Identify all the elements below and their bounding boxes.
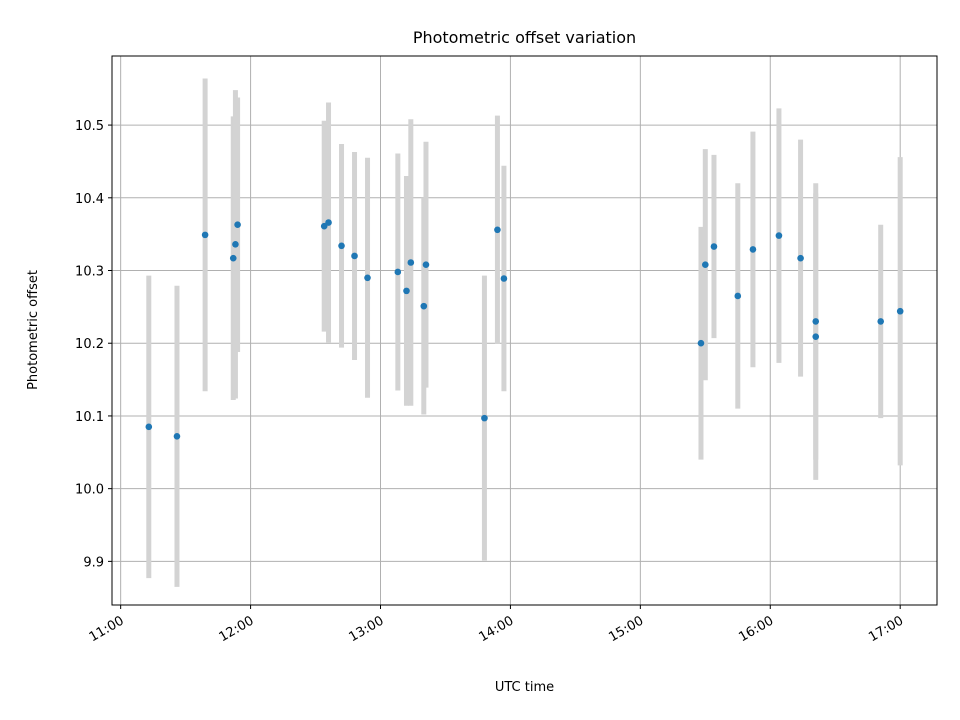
data-point: [812, 333, 820, 340]
data-point: [320, 222, 328, 230]
data-point: [351, 252, 358, 260]
data-point: [338, 242, 345, 250]
data-point: [797, 254, 804, 262]
chart-title: Photometric offset variation: [413, 28, 636, 47]
x-tick-label: 13:00: [347, 613, 387, 645]
data-point: [500, 275, 508, 282]
data-point: [420, 302, 428, 310]
x-tick-label: 17:00: [866, 613, 906, 645]
data-point: [325, 219, 332, 226]
y-tick-label: 9.9: [83, 555, 104, 570]
x-tick-label: 16:00: [736, 613, 776, 645]
y-tick-label: 10.3: [75, 265, 104, 280]
x-tick-label: 12:00: [217, 613, 257, 645]
data-point: [407, 259, 415, 266]
data-point: [234, 221, 241, 228]
x-axis-ticks: 11:00 12:00 13:00 14:00 15:00 16:00 17:00: [87, 605, 906, 645]
data-point: [173, 433, 181, 440]
y-axis-label: Photometric offset: [26, 270, 41, 390]
x-tick-label: 11:00: [87, 613, 127, 645]
data-point: [201, 231, 209, 239]
data-point: [877, 318, 885, 325]
data-point: [749, 246, 757, 253]
x-tick-label: 14:00: [476, 613, 516, 645]
data-point: [481, 414, 488, 422]
data-point: [494, 226, 501, 234]
data-point: [232, 241, 239, 248]
data-point: [710, 243, 718, 250]
data-point: [734, 292, 742, 300]
data-point: [896, 307, 904, 315]
y-tick-label: 10.1: [75, 410, 104, 425]
y-tick-label: 10.5: [75, 119, 104, 134]
y-tick-label: 10.0: [75, 483, 104, 498]
data-point: [394, 268, 402, 276]
data-point: [812, 318, 820, 325]
y-axis-ticks: 9.9 10.0 10.1 10.2 10.3 10.4 10.5: [75, 119, 112, 570]
data-point: [697, 339, 705, 347]
x-axis-label: UTC time: [495, 680, 554, 695]
data-point: [229, 254, 237, 262]
data-point: [145, 423, 153, 431]
plot-frame: [111, 55, 938, 606]
data-points: [145, 219, 904, 440]
y-tick-label: 10.2: [75, 337, 104, 352]
data-point: [702, 261, 709, 268]
error-bars: [146, 78, 903, 587]
data-point: [422, 261, 430, 268]
data-point: [775, 232, 783, 239]
x-tick-label: 15:00: [606, 613, 646, 645]
data-point: [364, 274, 371, 282]
data-point: [403, 287, 410, 295]
y-tick-label: 10.4: [75, 192, 104, 207]
